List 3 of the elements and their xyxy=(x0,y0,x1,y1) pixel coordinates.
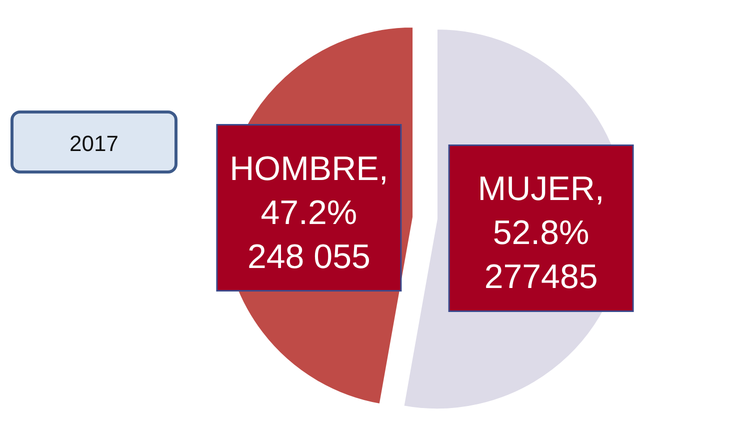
slice-label: MUJER, 52.8% 277485 xyxy=(478,170,604,296)
text: 2017 xyxy=(70,131,118,156)
slice-label: HOMBRE, 47.2% 248 055 xyxy=(230,150,388,276)
